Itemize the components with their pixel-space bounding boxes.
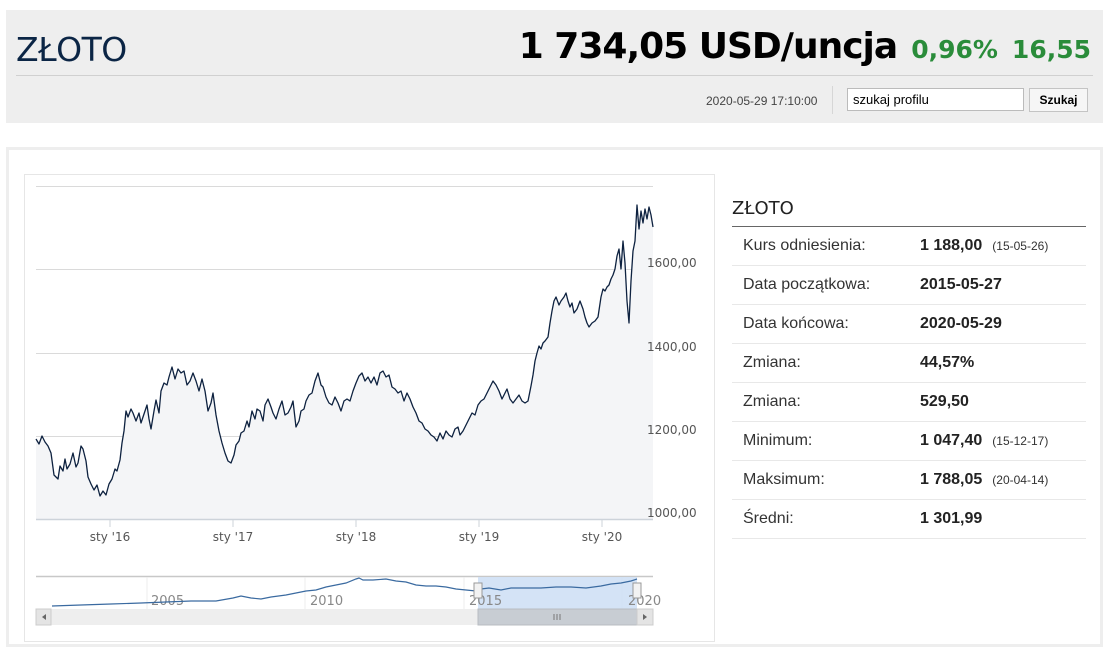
stats-row: Data początkowa: 2015-05-27	[732, 266, 1086, 305]
quote: 1 734,05 USD/uncja 0,96% 16,55	[519, 26, 1091, 67]
stats-row: Średni: 1 301,99	[732, 500, 1086, 539]
stats-row: Zmiana: 44,57%	[732, 344, 1086, 383]
stat-date: (15-12-17)	[992, 434, 1049, 448]
price-area	[36, 205, 653, 519]
stat-label: Maksimum:	[743, 471, 825, 488]
timestamp: 2020-05-29 17:10:00	[706, 94, 818, 108]
arrow-left-icon	[42, 614, 46, 620]
svg-text:1400,00: 1400,00	[647, 340, 697, 354]
stat-value: 1 788,05	[920, 471, 983, 488]
stats-row: Minimum: 1 047,40 (15-12-17)	[732, 422, 1086, 461]
y-labels: 1000,00 1200,00 1400,00 1600,00	[647, 256, 697, 520]
svg-text:sty '19: sty '19	[459, 530, 499, 544]
stat-value: 44,57%	[920, 354, 975, 371]
stats-row: Data końcowa: 2020-05-29	[732, 305, 1086, 344]
svg-text:sty '18: sty '18	[336, 530, 376, 544]
svg-text:sty '20: sty '20	[582, 530, 622, 544]
page-title: ZŁOTO	[16, 30, 127, 69]
svg-text:1200,00: 1200,00	[647, 423, 697, 437]
stat-value: 2015-05-27	[920, 276, 1002, 293]
stat-value: 1 188,00	[920, 237, 983, 254]
price-value: 1 734,05 USD/uncja	[518, 26, 898, 67]
navigator-handle-right[interactable]	[632, 582, 642, 599]
stat-label: Średni:	[743, 510, 794, 527]
navigator-selection[interactable]	[478, 577, 637, 609]
navigator: 2005 2010 2015 2020	[35, 575, 661, 626]
separator	[832, 86, 833, 114]
stat-label: Zmiana:	[743, 393, 801, 410]
stats-row: Maksimum: 1 788,05 (20-04-14)	[732, 461, 1086, 500]
search-input[interactable]	[847, 88, 1024, 111]
price-line	[35, 204, 654, 497]
svg-text:1600,00: 1600,00	[647, 256, 697, 270]
stat-value: 1 047,40	[920, 432, 983, 449]
stats-row: Zmiana: 529,50	[732, 383, 1086, 422]
stat-label: Data początkowa:	[743, 276, 871, 293]
header: ZŁOTO 1 734,05 USD/uncja 0,96% 16,55 202…	[6, 10, 1103, 123]
svg-text:1000,00: 1000,00	[647, 506, 697, 520]
x-ticks	[109, 519, 603, 527]
navigator-line	[51, 577, 638, 607]
arrow-right-icon	[643, 614, 647, 620]
stats-row: Kurs odniesienia: 1 188,00 (15-05-26)	[732, 227, 1086, 266]
navigator-handle-left[interactable]	[473, 582, 483, 599]
stat-date: (15-05-26)	[992, 239, 1049, 253]
x-labels: sty '16 sty '17 sty '18 sty '19 sty '20	[90, 530, 622, 544]
stat-value: 529,50	[920, 393, 969, 410]
grip-icon	[553, 614, 561, 620]
svg-text:sty '17: sty '17	[213, 530, 253, 544]
header-divider	[16, 75, 1093, 76]
stats-title: ZŁOTO	[732, 198, 1086, 227]
stat-value: 1 301,99	[920, 510, 983, 527]
chart-container: sty '16 sty '17 sty '18 sty '19 sty '20 …	[24, 174, 715, 642]
stat-date: (20-04-14)	[992, 473, 1049, 487]
change-percent: 0,96%	[911, 35, 998, 64]
svg-text:sty '16: sty '16	[90, 530, 130, 544]
stat-label: Minimum:	[743, 432, 813, 449]
change-absolute: 16,55	[1011, 35, 1091, 64]
stat-value: 2020-05-29	[920, 315, 1002, 332]
stat-label: Zmiana:	[743, 354, 801, 371]
stats-table: ZŁOTO Kurs odniesienia: 1 188,00 (15-05-26…	[732, 198, 1086, 539]
stat-label: Kurs odniesienia:	[743, 237, 866, 254]
svg-text:2010: 2010	[310, 594, 343, 609]
search-button[interactable]: Szukaj	[1029, 88, 1088, 112]
stat-label: Data końcowa:	[743, 315, 849, 332]
price-chart: sty '16 sty '17 sty '18 sty '19 sty '20 …	[35, 186, 697, 626]
